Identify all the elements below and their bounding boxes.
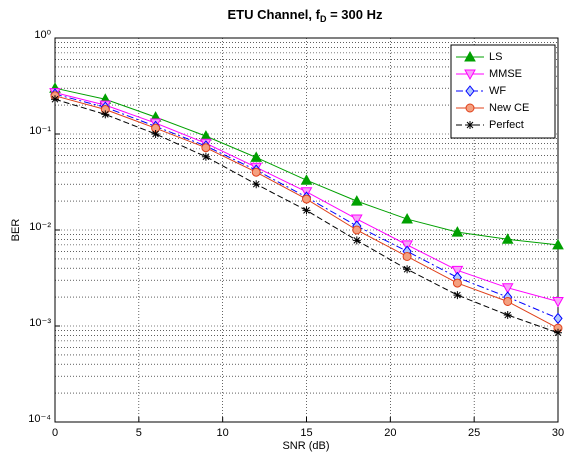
legend-label: Perfect	[489, 119, 524, 131]
x-tick-label: 10	[217, 427, 229, 439]
marker	[201, 152, 210, 161]
marker	[302, 194, 311, 204]
marker	[453, 291, 462, 300]
marker	[302, 206, 311, 215]
marker	[501, 283, 514, 294]
marker	[101, 110, 110, 119]
marker	[201, 143, 211, 153]
legend-label: WF	[489, 85, 506, 97]
marker	[465, 85, 475, 97]
legend-label: LS	[489, 51, 502, 63]
x-tick-label: 30	[552, 427, 564, 439]
x-tick-label: 0	[52, 427, 58, 439]
marker	[51, 95, 59, 104]
title-part: ETU Channel, f	[228, 7, 321, 22]
title-part: = 300 Hz	[326, 7, 383, 22]
marker	[553, 312, 563, 325]
y-tick-label: 10⁻³	[29, 317, 51, 329]
marker	[464, 50, 476, 62]
y-tick-label: 10⁻¹	[29, 125, 51, 137]
x-tick-label: 15	[300, 427, 312, 439]
y-axis-label: BER	[10, 219, 22, 242]
marker	[250, 151, 263, 162]
marker	[501, 233, 514, 244]
marker	[503, 311, 512, 320]
y-tick-label: 10⁰	[34, 29, 51, 41]
marker	[251, 167, 261, 177]
x-tick-label: 20	[384, 427, 396, 439]
marker	[554, 328, 562, 337]
marker	[352, 225, 362, 235]
x-axis-label: SNR (dB)	[282, 440, 329, 452]
x-tick-label: 5	[136, 427, 142, 439]
marker	[401, 240, 413, 251]
marker	[464, 69, 476, 81]
marker	[403, 265, 412, 274]
marker	[401, 213, 413, 224]
marker	[503, 296, 513, 306]
plot-frame	[54, 37, 559, 423]
marker	[552, 296, 564, 308]
y-tick-label: 10⁻⁴	[28, 413, 51, 425]
marker	[402, 251, 412, 261]
marker	[352, 236, 361, 245]
marker	[350, 195, 363, 206]
x-tick-label: 25	[468, 427, 480, 439]
title-subscript: D	[320, 14, 327, 24]
legend-label: MMSE	[489, 68, 522, 80]
marker	[350, 214, 363, 226]
marker	[451, 226, 464, 237]
marker	[465, 103, 475, 113]
legend-label: New CE	[489, 102, 529, 114]
marker	[452, 278, 462, 288]
y-tick-label: 10⁻²	[29, 221, 51, 233]
marker	[252, 180, 261, 189]
marker	[300, 174, 313, 185]
marker	[466, 121, 474, 129]
chart-title: ETU Channel, fD = 300 Hz	[228, 7, 383, 24]
marker	[151, 130, 160, 138]
marker	[451, 265, 464, 277]
marker	[552, 238, 564, 250]
